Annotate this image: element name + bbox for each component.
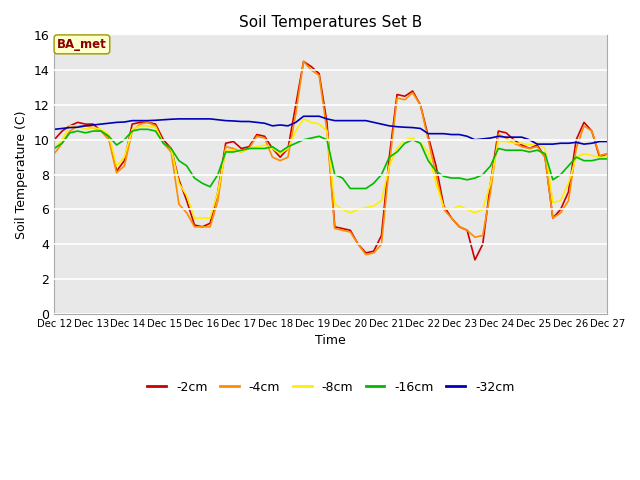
-4cm <box>440 206 447 212</box>
-16cm <box>129 128 136 134</box>
-2cm <box>432 163 440 169</box>
-32cm <box>604 139 611 144</box>
-4cm <box>604 151 611 156</box>
Title: Soil Temperatures Set B: Soil Temperatures Set B <box>239 15 422 30</box>
-8cm <box>51 145 58 151</box>
-4cm <box>572 145 580 151</box>
-4cm <box>417 102 424 108</box>
-2cm <box>129 121 136 127</box>
Y-axis label: Soil Temperature (C): Soil Temperature (C) <box>15 110 28 239</box>
-4cm <box>300 59 307 64</box>
-16cm <box>440 173 447 179</box>
-8cm <box>245 145 253 151</box>
-8cm <box>378 198 385 204</box>
Line: -16cm: -16cm <box>54 129 607 189</box>
-32cm <box>533 141 541 147</box>
-2cm <box>237 145 245 151</box>
-2cm <box>572 137 580 143</box>
-16cm <box>136 126 144 132</box>
-4cm <box>378 241 385 247</box>
-2cm <box>51 137 58 143</box>
-16cm <box>245 145 253 151</box>
-8cm <box>572 154 580 160</box>
Line: -4cm: -4cm <box>54 61 607 255</box>
-32cm <box>409 125 417 131</box>
Legend: -2cm, -4cm, -8cm, -16cm, -32cm: -2cm, -4cm, -8cm, -16cm, -32cm <box>142 376 520 399</box>
-32cm <box>432 131 440 136</box>
-2cm <box>370 248 378 254</box>
-32cm <box>237 119 245 124</box>
-32cm <box>129 118 136 123</box>
-16cm <box>417 140 424 146</box>
-16cm <box>572 154 580 160</box>
-2cm <box>604 151 611 156</box>
-16cm <box>604 156 611 162</box>
-8cm <box>604 154 611 160</box>
-8cm <box>129 126 136 132</box>
-4cm <box>362 252 370 258</box>
-4cm <box>237 149 245 155</box>
Line: -2cm: -2cm <box>54 61 607 260</box>
Line: -8cm: -8cm <box>54 119 607 218</box>
-2cm <box>471 257 479 263</box>
-32cm <box>572 140 580 145</box>
X-axis label: Time: Time <box>316 334 346 347</box>
Line: -32cm: -32cm <box>54 116 607 144</box>
-16cm <box>51 145 58 151</box>
-8cm <box>440 205 447 211</box>
-4cm <box>51 151 58 156</box>
-8cm <box>417 140 424 146</box>
-32cm <box>300 113 307 119</box>
Text: BA_met: BA_met <box>57 38 107 51</box>
-2cm <box>409 88 417 94</box>
-2cm <box>300 59 307 64</box>
-8cm <box>191 215 198 221</box>
-16cm <box>378 172 385 178</box>
-32cm <box>370 120 378 125</box>
-32cm <box>51 126 58 132</box>
-8cm <box>300 116 307 122</box>
-16cm <box>346 186 354 192</box>
-4cm <box>129 128 136 134</box>
